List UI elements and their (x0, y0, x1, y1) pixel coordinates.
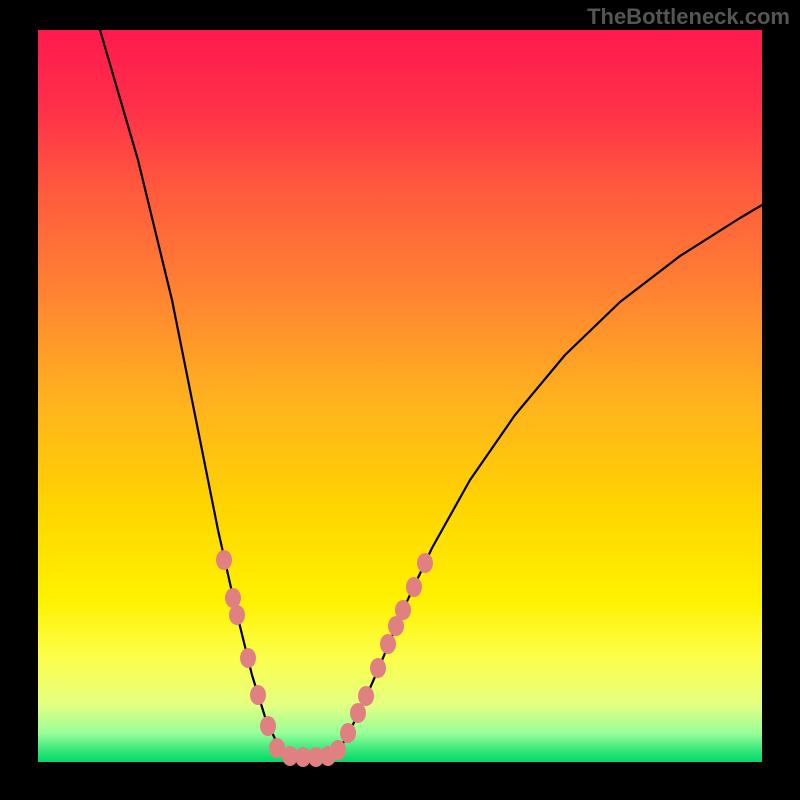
marker-left (240, 648, 256, 668)
chart-container: TheBottleneck.com (0, 0, 800, 800)
marker-left (216, 550, 232, 570)
marker-left (260, 716, 276, 736)
marker-right (380, 634, 396, 654)
bottleneck-plot (0, 0, 800, 800)
marker-right (350, 703, 366, 723)
marker-left (229, 605, 245, 625)
marker-bottom (320, 746, 336, 766)
marker-right (370, 658, 386, 678)
watermark-text: TheBottleneck.com (587, 4, 790, 30)
marker-right (417, 553, 433, 573)
marker-right (395, 600, 411, 620)
marker-right (406, 577, 422, 597)
gradient-background (38, 30, 762, 762)
marker-right (340, 723, 356, 743)
marker-left (225, 588, 241, 608)
marker-right (358, 686, 374, 706)
marker-left (250, 685, 266, 705)
